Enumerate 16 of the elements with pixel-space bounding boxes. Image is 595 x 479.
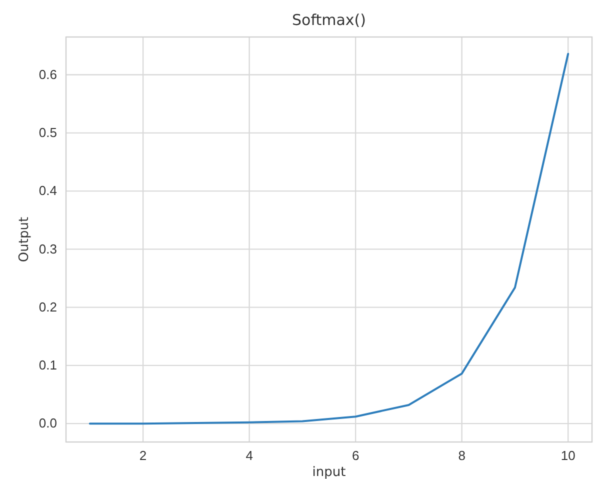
line-series [88,52,570,425]
x-tick-label: 8 [458,448,466,464]
x-axis-title: input [312,465,346,479]
y-tick-label: 0.3 [38,241,57,256]
x-tick-label: 4 [246,448,253,464]
y-tick-label: 0.6 [38,66,57,82]
x-tick-label: 10 [560,448,576,464]
y-tick-label: 0.5 [38,125,57,140]
x-tick-label: 6 [352,448,360,464]
x-tick-label: 2 [139,448,147,464]
y-axis-title: Output [17,216,32,262]
y-tick-label: 0.1 [38,358,57,373]
y-tick-label: 0.0 [38,416,57,431]
chart-title: Softmax() [292,11,366,29]
y-tick-label: 0.4 [38,183,57,198]
y-tick-label: 0.2 [38,299,57,314]
